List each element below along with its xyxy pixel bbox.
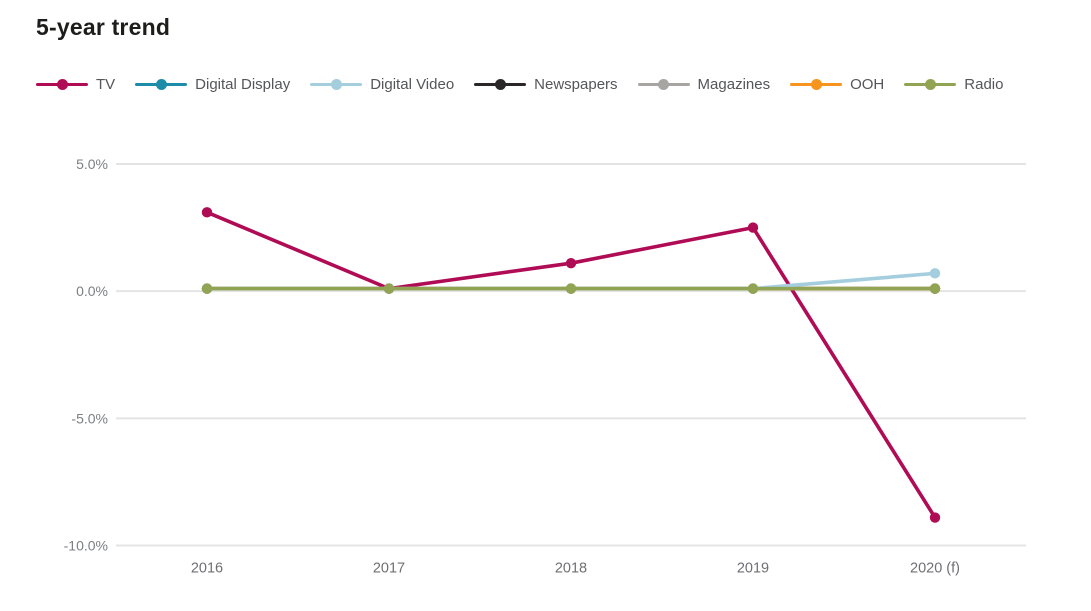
data-point-tv-2020-f <box>929 512 941 523</box>
legend-swatch-icon <box>637 79 690 90</box>
y-axis-tick-label: 5.0% <box>76 156 108 172</box>
data-point-tv-2018 <box>565 257 577 269</box>
legend-swatch-icon <box>310 79 363 90</box>
data-point-radio-2016 <box>201 283 213 294</box>
legend-label: Digital Video <box>370 76 455 93</box>
data-point-radio-2019 <box>747 283 759 294</box>
legend-swatch-icon <box>790 79 843 90</box>
legend-item-radio: Radio <box>904 76 1003 93</box>
legend-label: Radio <box>964 76 1004 93</box>
data-point-tv-2016 <box>201 207 213 218</box>
trend-line-chart: 5.0% 0.0% -5.0% -10.0% 2016 2017 2018 2019 2020 … <box>64 156 1026 576</box>
x-axis-tick-label: 2016 <box>191 560 223 576</box>
data-point-radio-2020-f <box>929 283 941 294</box>
legend-swatch-icon <box>904 79 957 90</box>
legend-item-ooh: OOH <box>790 76 884 93</box>
legend-label: TV <box>96 76 116 93</box>
data-point-radio-2018 <box>565 283 577 294</box>
x-axis-tick-label: 2017 <box>373 560 405 576</box>
legend-swatch-icon <box>474 79 527 90</box>
legend-swatch-icon <box>36 79 88 90</box>
x-axis-tick-label: 2019 <box>737 560 769 576</box>
y-axis-tick-label: 0.0% <box>76 283 108 299</box>
x-axis-tick-label: 2020 (f) <box>910 560 960 576</box>
chart-title: 5-year trend <box>36 14 171 40</box>
legend-item-digital-video: Digital Video <box>310 76 454 93</box>
y-axis-tick-label: -5.0% <box>71 410 108 426</box>
legend-label: Newspapers <box>534 76 618 93</box>
legend-item-magazines: Magazines <box>637 76 771 93</box>
data-point-radio-2017 <box>383 283 395 294</box>
data-point-tv-2019 <box>747 222 759 233</box>
legend-swatch-icon <box>135 79 188 90</box>
y-axis-tick-label: -10.0% <box>64 537 108 553</box>
legend-item-digital-display: Digital Display <box>135 76 290 93</box>
legend-item-newspapers: Newspapers <box>474 76 618 93</box>
x-axis-tick-label: 2018 <box>555 560 587 576</box>
data-point-digital-video-2020-f <box>929 268 941 279</box>
chart-legend: TV Digital Display Digital Video Newspapers… <box>36 76 1003 93</box>
legend-item-tv: TV <box>36 76 115 93</box>
legend-label: Digital Display <box>195 76 291 93</box>
legend-label: Magazines <box>697 76 771 93</box>
legend-label: OOH <box>850 76 885 93</box>
